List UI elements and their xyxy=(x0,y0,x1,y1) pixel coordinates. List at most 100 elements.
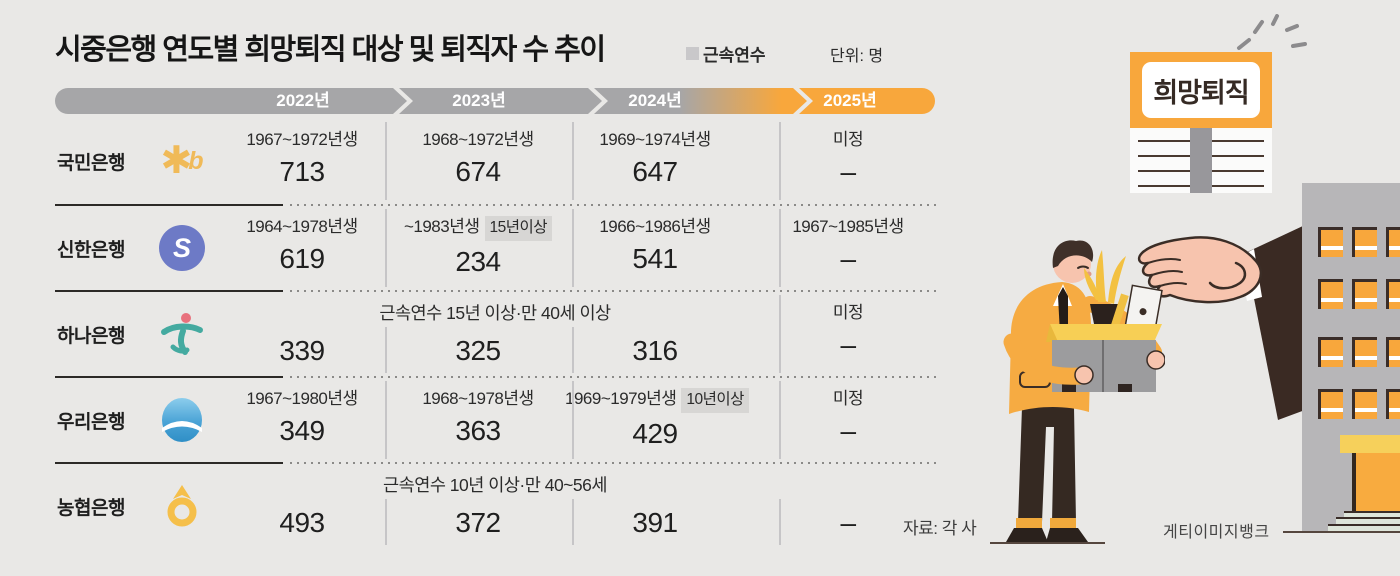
cell-2025: 1967~1985년생 – xyxy=(758,205,938,274)
bank-building-illustration xyxy=(1302,183,1400,531)
cell-value: 325 xyxy=(455,335,501,366)
row-separator-solid xyxy=(55,462,283,464)
cell-value: 234 xyxy=(455,246,501,277)
cell-criteria: 1968~1978년생 xyxy=(422,389,534,408)
bank-name: 하나은행 xyxy=(57,325,125,347)
column-divider xyxy=(385,209,387,287)
giving-hand-illustration xyxy=(1137,225,1305,420)
cell-value: 647 xyxy=(632,156,678,187)
building-window xyxy=(1318,279,1343,309)
service-years-label: 근속연수 xyxy=(703,46,766,65)
cell-criteria: 1966~1986년생 xyxy=(599,217,711,236)
kb-logo-icon: ✱ b xyxy=(151,142,213,180)
cell-criteria: 1967~1980년생 xyxy=(246,389,358,408)
nh-symbol xyxy=(167,485,197,527)
cell-2024: 1969~1974년생 647 xyxy=(565,118,745,187)
source-label: 자료: 각 사 xyxy=(903,519,977,538)
cell-value: 372 xyxy=(455,507,501,538)
bank-name: 국민은행 xyxy=(57,152,125,174)
cell-2025: – xyxy=(758,463,938,538)
year-band-2022 xyxy=(55,88,407,114)
building-window xyxy=(1318,389,1343,419)
column-divider xyxy=(779,295,781,373)
cell-2022: 493 xyxy=(212,463,392,538)
retirement-sign: 희망퇴직 xyxy=(1130,52,1272,128)
cell-2024: 391 xyxy=(565,463,745,538)
cell-2024: 1969~1979년생 10년이상 429 xyxy=(565,377,749,449)
shinhan-logo-icon: S xyxy=(151,225,213,271)
building-window xyxy=(1352,227,1377,257)
legend: 근속연수 xyxy=(686,41,766,66)
building-window xyxy=(1352,337,1377,367)
cell-2022: 1967~1980년생 349 xyxy=(212,377,392,446)
bank-name: 우리은행 xyxy=(57,411,125,433)
cell-criteria: 미정 xyxy=(832,303,864,322)
building-step xyxy=(1344,511,1400,519)
cell-2023: 372 xyxy=(388,463,568,538)
cell-2022: 1964~1978년생 619 xyxy=(212,205,392,274)
row-separator-dotted xyxy=(290,290,938,292)
service-years-swatch-icon xyxy=(686,47,699,60)
building-window xyxy=(1386,389,1400,419)
table-row-kb: 국민은행 ✱ b 1967~1972년생 713 1968~1972년생 674 … xyxy=(55,118,940,204)
year-label-2024: 2024년 xyxy=(628,91,682,110)
column-divider xyxy=(572,327,574,373)
cell-2023: 325 xyxy=(388,291,568,366)
service-years-badge: 15년이상 xyxy=(484,216,553,241)
cell-value: 363 xyxy=(455,415,501,446)
table-row-shinhan: 신한은행 S 1964~1978년생 619 ~1983년생 15년이상 234 … xyxy=(55,205,940,291)
ground-line xyxy=(1283,531,1400,533)
row-separator-solid xyxy=(55,290,283,292)
column-divider xyxy=(572,122,574,200)
cell-2025: 미정 – xyxy=(758,118,938,187)
building-window xyxy=(1386,279,1400,309)
column-divider xyxy=(779,381,781,459)
retired-worker-illustration xyxy=(990,240,1165,544)
year-label-2022: 2022년 xyxy=(276,91,330,110)
unit-label: 단위: 명 xyxy=(830,48,884,65)
building-window xyxy=(1352,279,1377,309)
column-divider xyxy=(779,499,781,545)
column-divider xyxy=(779,209,781,287)
cell-criteria: 미정 xyxy=(832,130,864,149)
span-criteria: 근속연수 10년 이상·만 40~56세 xyxy=(383,475,607,495)
cell-2024: 316 xyxy=(565,291,745,366)
sign-ticket: 희망퇴직 xyxy=(1142,62,1260,118)
kb-star-glyph: ✱ xyxy=(160,140,193,182)
cell-criteria-text: 1969~1979년생 xyxy=(565,389,677,408)
credit-label: 게티이미지뱅크 xyxy=(1163,524,1270,541)
building-step xyxy=(1328,524,1400,531)
cell-value: 339 xyxy=(279,335,325,366)
cell-criteria: 1968~1972년생 xyxy=(422,130,534,149)
cell-criteria: ~1983년생 15년이상 xyxy=(388,205,568,241)
column-divider xyxy=(572,499,574,545)
cell-value: – xyxy=(840,156,856,187)
row-separator-dotted xyxy=(290,462,938,464)
cell-criteria-text: ~1983년생 xyxy=(403,217,480,236)
cell-criteria: 1969~1979년생 10년이상 xyxy=(565,377,749,413)
building-window xyxy=(1352,389,1377,419)
cell-value: 493 xyxy=(279,507,325,538)
building-window xyxy=(1386,337,1400,367)
span-criteria: 근속연수 15년 이상·만 40세 이상 xyxy=(379,303,611,323)
column-divider xyxy=(385,327,387,373)
cell-value: – xyxy=(840,415,856,446)
cell-value: 316 xyxy=(632,335,678,366)
column-divider xyxy=(779,122,781,200)
sign-post xyxy=(1190,128,1212,193)
cell-2024: 1966~1986년생 541 xyxy=(565,205,745,274)
cell-value: 391 xyxy=(632,507,678,538)
column-divider xyxy=(572,209,574,287)
cell-value: – xyxy=(840,507,856,538)
cell-value: 674 xyxy=(455,156,501,187)
building-step xyxy=(1336,517,1400,526)
cell-criteria: 1969~1974년생 xyxy=(599,130,711,149)
cell-value: 619 xyxy=(279,243,325,274)
column-divider xyxy=(385,122,387,200)
cell-criteria: 1967~1972년생 xyxy=(246,130,358,149)
sparkle-icon xyxy=(1237,14,1307,50)
shinhan-s-glyph: S xyxy=(159,225,205,271)
bank-name: 농협은행 xyxy=(57,497,125,519)
nh-logo-icon xyxy=(151,483,213,529)
